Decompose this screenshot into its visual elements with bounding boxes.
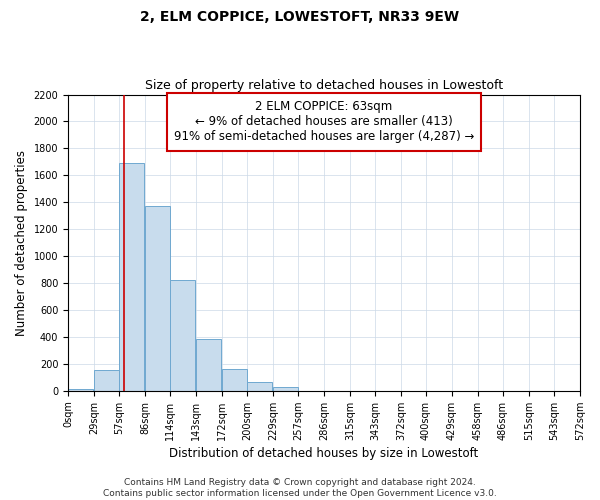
Text: 2 ELM COPPICE: 63sqm
← 9% of detached houses are smaller (413)
91% of semi-detac: 2 ELM COPPICE: 63sqm ← 9% of detached ho… [174,100,474,144]
Bar [273,387,298,391]
X-axis label: Distribution of detached houses by size in Lowestoft: Distribution of detached houses by size … [169,447,479,460]
Bar [196,339,221,391]
Text: 2, ELM COPPICE, LOWESTOFT, NR33 9EW: 2, ELM COPPICE, LOWESTOFT, NR33 9EW [140,10,460,24]
Bar [222,370,247,391]
Title: Size of property relative to detached houses in Lowestoft: Size of property relative to detached ho… [145,79,503,92]
Bar [145,206,170,391]
Bar [68,389,93,391]
Bar [119,163,144,391]
Text: Contains HM Land Registry data © Crown copyright and database right 2024.
Contai: Contains HM Land Registry data © Crown c… [103,478,497,498]
Bar [247,382,272,391]
Bar [170,280,195,391]
Y-axis label: Number of detached properties: Number of detached properties [15,150,28,336]
Bar [94,370,119,391]
